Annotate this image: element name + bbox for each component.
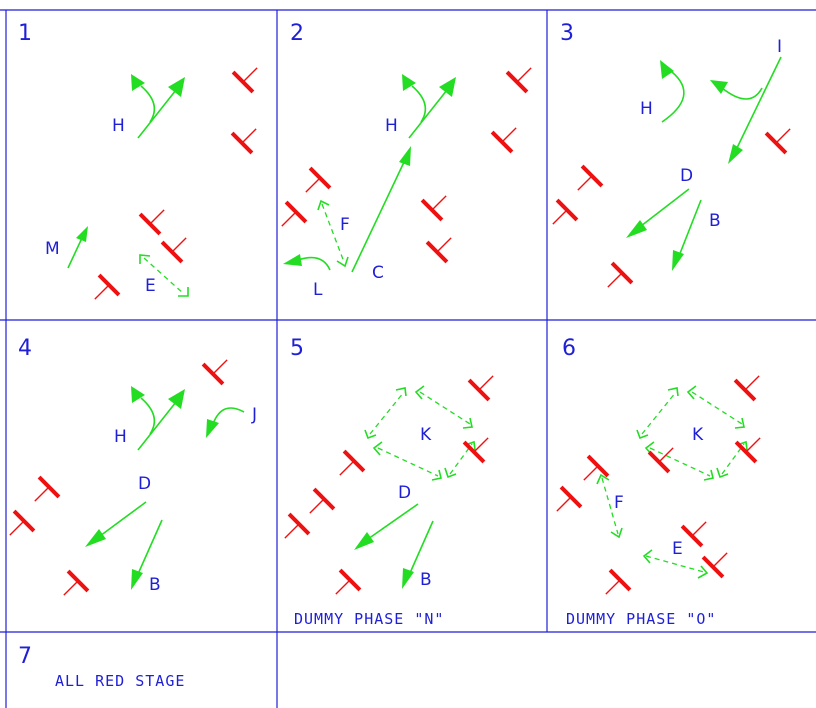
movement-d: [354, 503, 419, 550]
movement-d: [85, 501, 147, 547]
caption: DUMMY PHASE "N": [294, 610, 444, 628]
label-b: B: [709, 211, 721, 231]
signal-head: [300, 489, 334, 523]
caption: ALL RED STAGE: [55, 672, 185, 690]
signal-head: [140, 200, 174, 234]
label-k: K: [692, 425, 704, 445]
signal-head: [464, 428, 498, 462]
label-b: B: [149, 575, 161, 595]
panel-1: 1 H M E: [18, 21, 267, 309]
movement-d: [626, 188, 690, 238]
pedestrian-f: [596, 473, 623, 539]
pedestrian-e: [139, 254, 189, 297]
signal-head: [25, 477, 59, 511]
panel-number: 6: [562, 336, 576, 361]
signal-head: [596, 570, 630, 604]
label-h: H: [385, 116, 398, 136]
movement-h: [660, 60, 685, 123]
movement-h: [131, 386, 185, 451]
label-l: L: [313, 280, 323, 300]
signal-head: [507, 58, 541, 92]
label-h: H: [114, 427, 127, 447]
signal-head: [232, 119, 266, 153]
pedestrian-f: [317, 199, 349, 268]
panel-grid: [0, 9, 816, 708]
signal-head: [422, 186, 456, 220]
signal-head: [54, 571, 88, 605]
panel-4: 4 H J D B: [0, 336, 257, 605]
signal-head: [735, 366, 769, 400]
label-i: I: [777, 37, 782, 57]
signal-head: [682, 512, 716, 546]
label-h: H: [640, 99, 653, 119]
panel-number: 2: [290, 21, 304, 46]
signal-head: [543, 200, 577, 234]
panel-3: 3 H I D B: [543, 21, 800, 297]
panel-number: 4: [18, 336, 32, 361]
signal-head: [492, 118, 526, 152]
panel-7: 7 ALL RED STAGE: [18, 644, 185, 690]
caption: DUMMY PHASE "O": [566, 610, 716, 628]
panel-2: 2 H C L F: [272, 21, 541, 300]
signal-head: [427, 228, 461, 262]
label-d: D: [398, 483, 411, 503]
signal-head: [203, 350, 237, 384]
movement-h: [402, 74, 456, 139]
movement-c: [351, 146, 411, 273]
panel-6: 6 K F E: [547, 336, 770, 628]
signal-head: [162, 228, 196, 262]
movement-b: [402, 520, 434, 589]
pedestrian-e: [642, 549, 709, 579]
signal-head: [598, 263, 632, 297]
signal-head: [275, 514, 309, 548]
signal-head: [736, 428, 770, 462]
movement-i: [710, 56, 782, 164]
signal-head: [574, 456, 608, 490]
signal-head: [233, 58, 267, 92]
signal-head: [85, 275, 119, 309]
label-m: M: [45, 239, 60, 259]
signal-head: [469, 366, 503, 400]
signal-head: [296, 168, 330, 202]
panel-number: 1: [18, 21, 32, 46]
signal-head: [766, 119, 800, 153]
label-f: F: [340, 215, 350, 235]
signal-head: [326, 570, 360, 604]
pedestrian-k: [364, 385, 476, 481]
label-h: H: [112, 116, 125, 136]
movement-j: [206, 407, 245, 438]
signal-head: [0, 511, 34, 545]
movement-b: [131, 519, 163, 590]
movement-l: [283, 254, 331, 271]
panel-number: 3: [560, 21, 574, 46]
label-j: J: [251, 405, 257, 425]
panel-5: 5 K D B: [275, 336, 503, 628]
movement-b: [672, 199, 702, 271]
signal-head: [568, 166, 602, 200]
signal-head: [330, 451, 364, 485]
label-f: F: [614, 493, 624, 513]
signal-head: [649, 438, 683, 472]
label-c: C: [372, 263, 384, 283]
label-e: E: [145, 276, 156, 296]
label-d: D: [680, 166, 693, 186]
label-k: K: [420, 425, 432, 445]
signal-head: [703, 543, 737, 577]
label-b: B: [420, 570, 432, 590]
panel-number: 5: [290, 336, 304, 361]
panel-number: 7: [18, 644, 32, 669]
label-d: D: [138, 474, 151, 494]
movement-m: [67, 226, 88, 269]
movement-h: [131, 74, 185, 139]
label-e: E: [672, 539, 683, 559]
signal-head: [547, 487, 581, 521]
